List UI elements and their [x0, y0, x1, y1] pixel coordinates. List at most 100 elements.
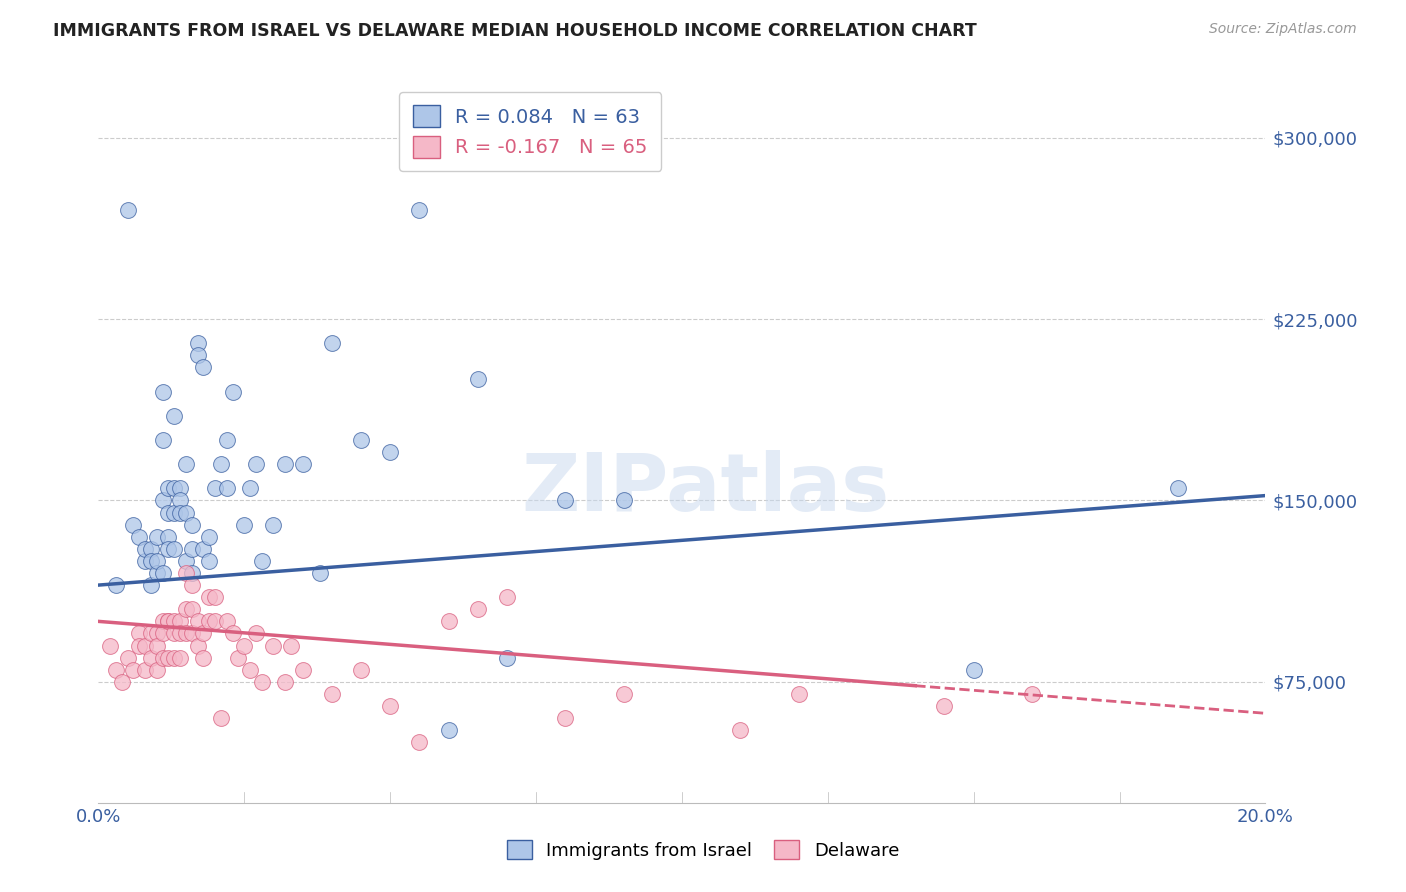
Point	[152, 615, 174, 629]
Point	[104, 578, 127, 592]
Point	[193, 626, 215, 640]
Point	[163, 626, 186, 640]
Point	[157, 506, 180, 520]
Point	[554, 493, 576, 508]
Point	[350, 433, 373, 447]
Point	[245, 457, 267, 471]
Point	[122, 517, 145, 532]
Point	[198, 615, 221, 629]
Point	[204, 481, 226, 495]
Point	[157, 530, 180, 544]
Point	[215, 615, 238, 629]
Point	[180, 602, 202, 616]
Point	[180, 626, 202, 640]
Point	[104, 663, 127, 677]
Point	[111, 674, 134, 689]
Point	[163, 506, 186, 520]
Point	[139, 626, 162, 640]
Point	[280, 639, 302, 653]
Point	[128, 530, 150, 544]
Legend: Immigrants from Israel, Delaware: Immigrants from Israel, Delaware	[499, 832, 907, 867]
Point	[274, 674, 297, 689]
Point	[169, 626, 191, 640]
Point	[157, 541, 180, 556]
Point	[152, 626, 174, 640]
Point	[233, 639, 256, 653]
Point	[134, 639, 156, 653]
Point	[209, 711, 232, 725]
Point	[169, 650, 191, 665]
Point	[209, 457, 232, 471]
Point	[193, 650, 215, 665]
Point	[204, 590, 226, 604]
Point	[169, 506, 191, 520]
Point	[174, 602, 197, 616]
Point	[350, 663, 373, 677]
Point	[157, 650, 180, 665]
Point	[239, 663, 262, 677]
Point	[146, 530, 169, 544]
Point	[250, 554, 273, 568]
Text: ZIPatlas: ZIPatlas	[522, 450, 890, 528]
Point	[730, 723, 752, 738]
Point	[291, 457, 314, 471]
Point	[163, 481, 186, 495]
Legend: R = 0.084   N = 63, R = -0.167   N = 65: R = 0.084 N = 63, R = -0.167 N = 65	[399, 92, 661, 171]
Point	[98, 639, 121, 653]
Point	[221, 626, 243, 640]
Point	[174, 554, 197, 568]
Point	[180, 517, 202, 532]
Point	[193, 541, 215, 556]
Point	[117, 650, 139, 665]
Point	[198, 554, 221, 568]
Point	[157, 481, 180, 495]
Point	[245, 626, 267, 640]
Point	[233, 517, 256, 532]
Point	[221, 384, 243, 399]
Point	[380, 445, 402, 459]
Point	[169, 615, 191, 629]
Point	[152, 433, 174, 447]
Point	[180, 578, 202, 592]
Point	[174, 566, 197, 580]
Point	[198, 530, 221, 544]
Point	[250, 674, 273, 689]
Point	[180, 541, 202, 556]
Point	[204, 615, 226, 629]
Point	[496, 590, 519, 604]
Point	[152, 384, 174, 399]
Point	[134, 554, 156, 568]
Point	[146, 639, 169, 653]
Point	[496, 650, 519, 665]
Point	[139, 541, 162, 556]
Point	[139, 578, 162, 592]
Point	[193, 360, 215, 375]
Point	[1167, 481, 1189, 495]
Point	[380, 699, 402, 714]
Point	[139, 554, 162, 568]
Point	[467, 602, 489, 616]
Point	[146, 663, 169, 677]
Point	[169, 493, 191, 508]
Point	[291, 663, 314, 677]
Point	[437, 615, 460, 629]
Point	[228, 650, 250, 665]
Point	[239, 481, 262, 495]
Point	[152, 566, 174, 580]
Point	[215, 433, 238, 447]
Point	[187, 615, 209, 629]
Text: Source: ZipAtlas.com: Source: ZipAtlas.com	[1209, 22, 1357, 37]
Point	[187, 348, 209, 362]
Point	[309, 566, 332, 580]
Point	[169, 481, 191, 495]
Point	[934, 699, 956, 714]
Point	[146, 626, 169, 640]
Point	[157, 615, 180, 629]
Point	[122, 663, 145, 677]
Point	[163, 409, 186, 423]
Point	[134, 541, 156, 556]
Point	[139, 650, 162, 665]
Point	[134, 663, 156, 677]
Point	[321, 687, 343, 701]
Point	[408, 203, 430, 218]
